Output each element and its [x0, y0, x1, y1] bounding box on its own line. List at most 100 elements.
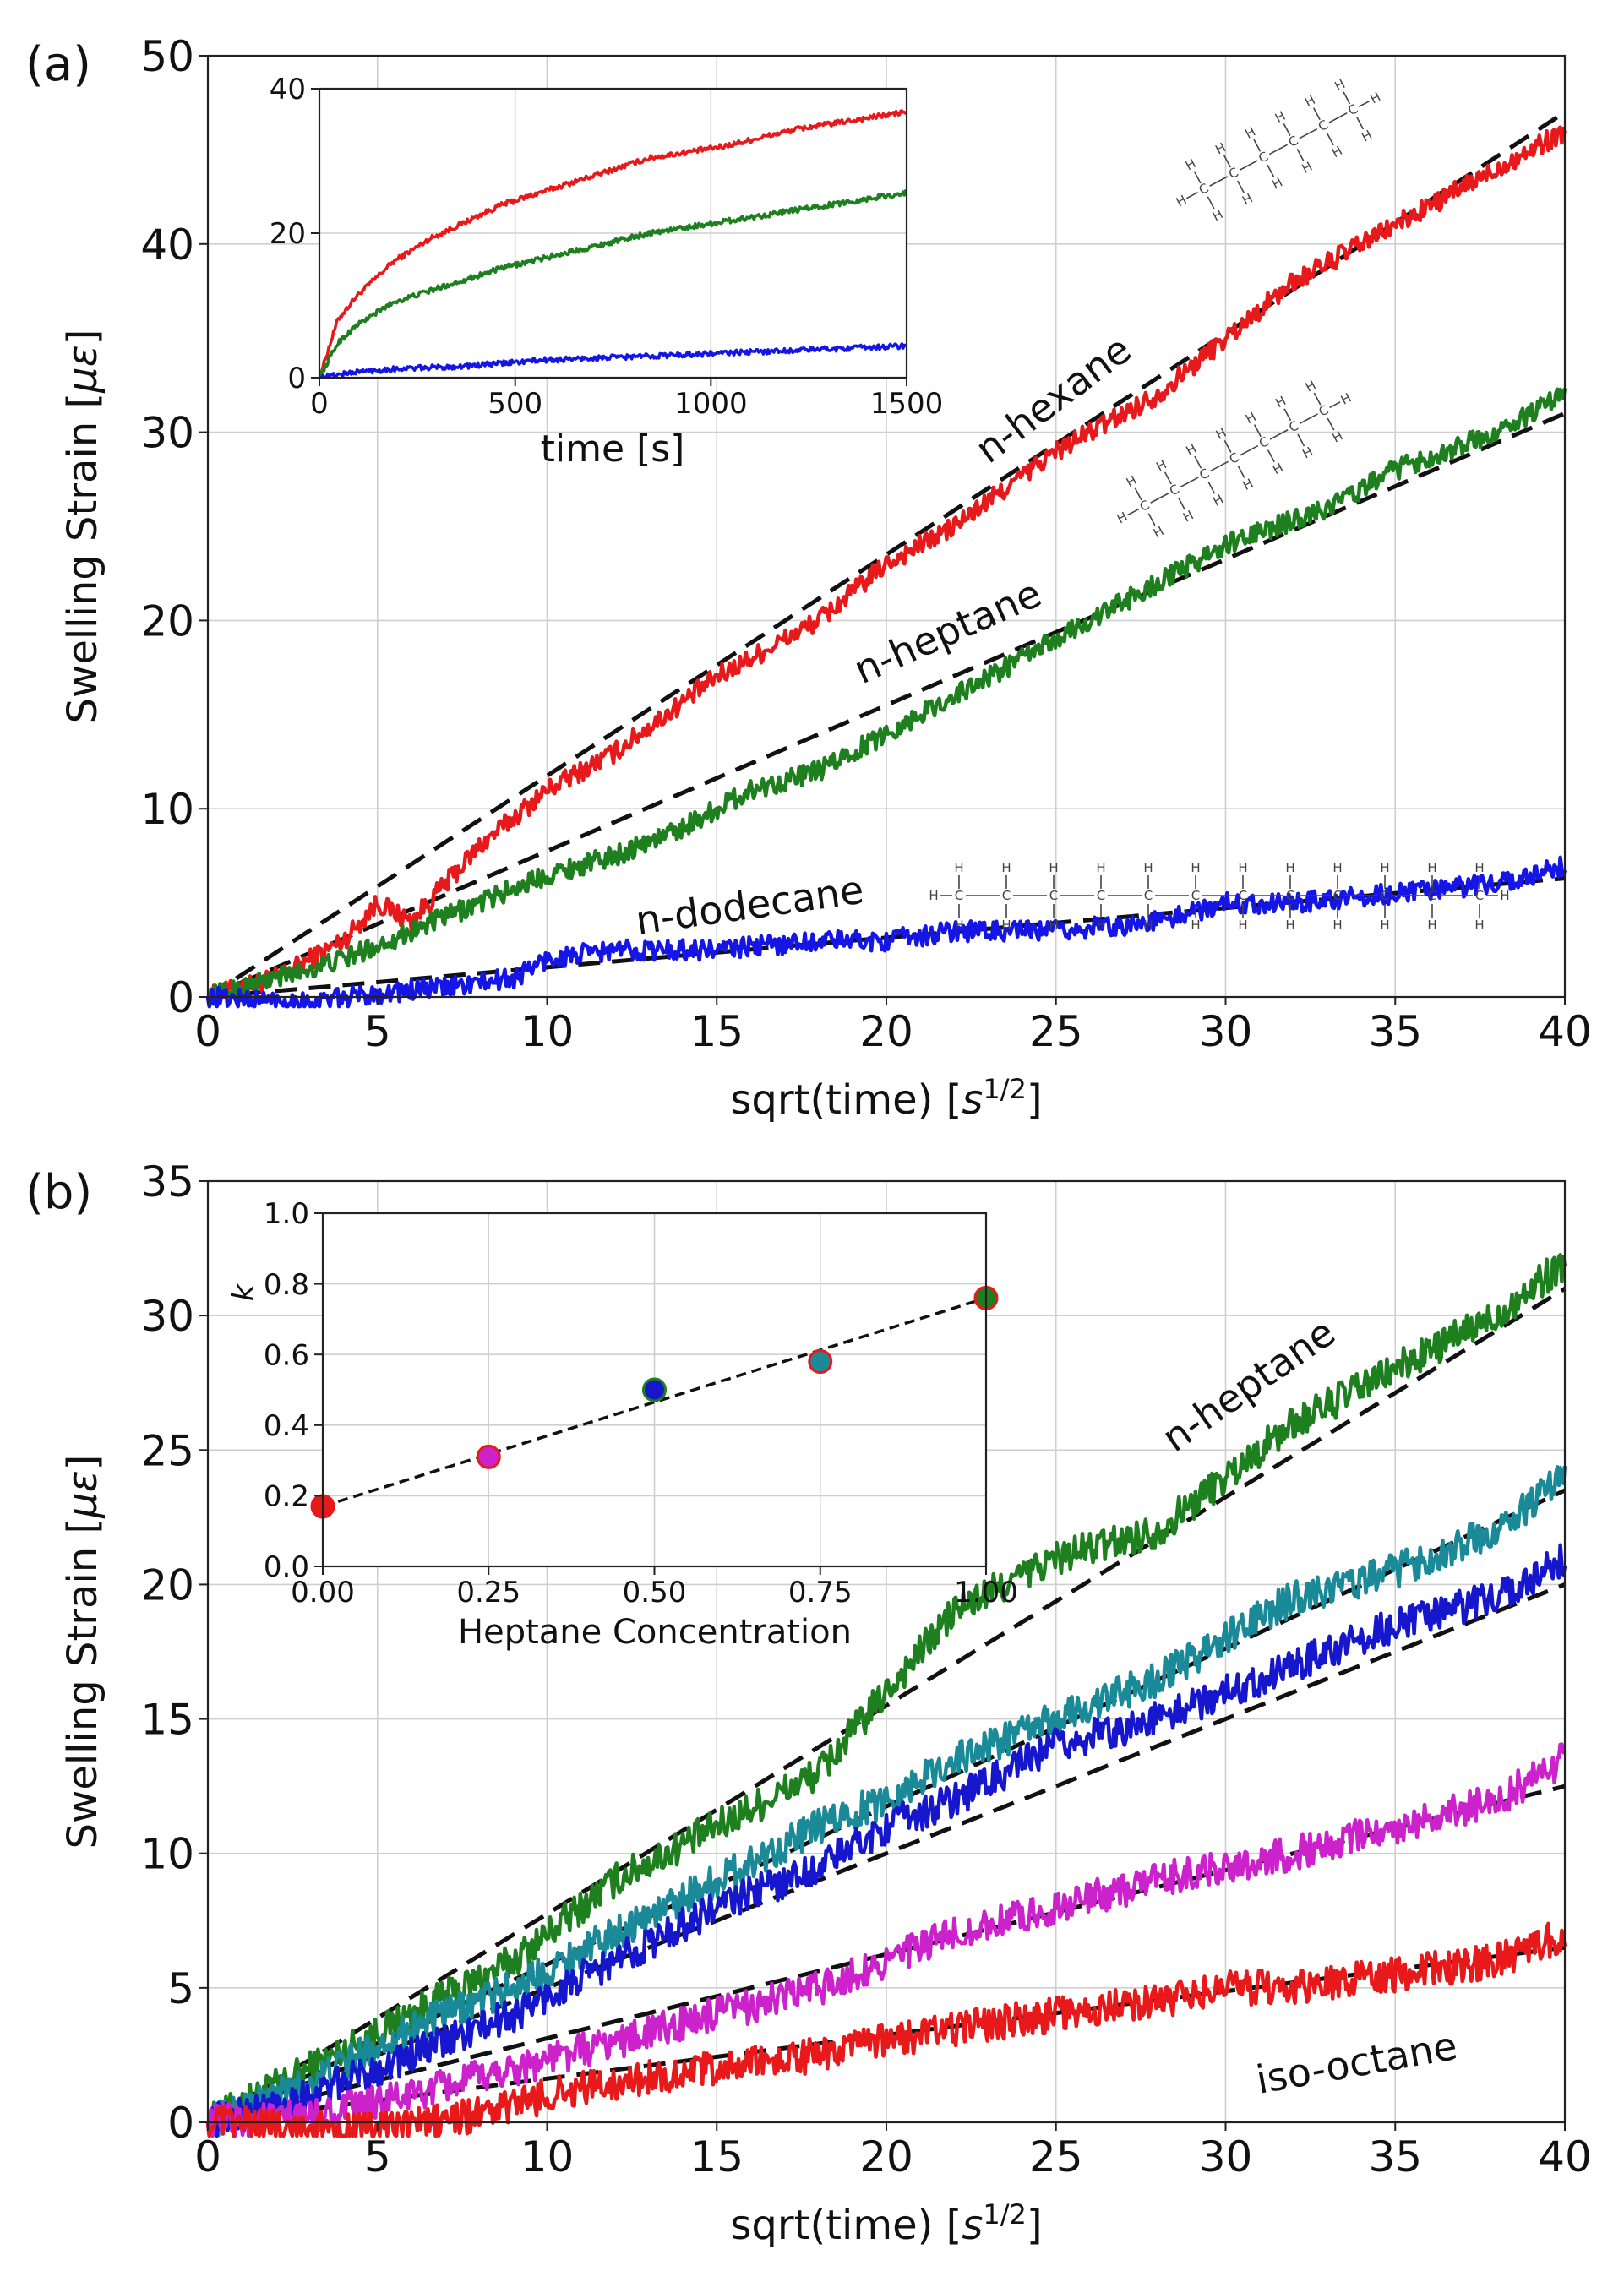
panel-a-y-tick-label: 10 [140, 785, 194, 834]
structure-atom-h: H [1240, 190, 1255, 208]
structure-atom-c: C [1428, 888, 1436, 903]
structure-atom-h: H [1243, 409, 1258, 427]
structure-atom-h: H [1329, 143, 1344, 161]
structure-bond [1207, 196, 1215, 210]
panel-b-inset-point [808, 1349, 833, 1375]
structure-atom-h: H [1213, 425, 1229, 443]
structure-atom-h: H [1303, 377, 1318, 395]
structure-atom-c: C [1196, 466, 1212, 483]
panel-a-inset-x-tick-label: 1500 [870, 387, 944, 421]
structure-atom-h: H [1049, 860, 1058, 875]
structure-atom-h: H [1300, 444, 1315, 461]
structure-atom-h: H [1238, 860, 1247, 875]
structure-bond [1253, 139, 1262, 152]
structure-atom-h: H [1183, 155, 1198, 173]
panel-b-inset-y-tick-label: 0.0 [264, 1550, 309, 1584]
structure-bond [1312, 107, 1321, 121]
structure-atom-c: C [1196, 180, 1212, 198]
structure-atom-h: H [1001, 918, 1011, 933]
panel-b-x-tick-label: 15 [689, 2132, 744, 2181]
panel-b-inset-y-tick-label: 1.0 [264, 1197, 309, 1231]
structure-bond [1283, 408, 1292, 422]
panel-a-inset-y-tick-label: 0 [287, 362, 306, 395]
structure-atom-c: C [1286, 888, 1294, 903]
panel-a-inset-x-axis-label: time [s] [541, 428, 685, 471]
structure-atom-h: H [1427, 918, 1436, 933]
panel-a-x-tick-label: 5 [364, 1007, 391, 1056]
panel-a-inset-ticks: 0 500 1000 1500 0 20 40 [270, 73, 944, 421]
structure-atom-h: H [1273, 393, 1289, 411]
structure-atom-h: H [1049, 918, 1058, 933]
panel-a-inset-series-line [318, 109, 907, 379]
structure-bond [1164, 471, 1172, 485]
structure-atom-h: H [1153, 456, 1169, 474]
panel-b: (b) 0 5 10 15 20 25 30 35 40 0 5 10 15 20 25 30 35 sqrt(… [25, 1157, 1592, 2249]
structure-atom-h: H [1174, 192, 1189, 210]
structure-atom-h: H [1359, 127, 1374, 144]
panel-a-inset-series-line [319, 188, 907, 379]
structure-atom-h: H [1500, 888, 1509, 903]
structure-atom-h: H [1368, 89, 1383, 106]
panel-a-series-line [205, 855, 1567, 1009]
structure-atom-c: C [1137, 497, 1153, 515]
structure-atom-h: H [954, 860, 963, 875]
panel-b-inset-x-tick-label: 0.00 [291, 1576, 355, 1609]
structure-atom-h: H [1272, 108, 1288, 126]
panel-b-series-line [205, 1543, 1567, 2138]
panel-a-label: (a) [25, 37, 91, 92]
panel-a-inset-x-tick-label: 1000 [674, 387, 748, 421]
structure-bond [1253, 424, 1262, 438]
panel-b-inset-point [642, 1377, 667, 1402]
panel-a-y-tick-label: 0 [167, 973, 194, 1022]
structure-atom-h: H [1211, 492, 1226, 509]
panel-a-x-tick-label: 0 [194, 1007, 221, 1056]
structure-bond [1209, 460, 1229, 472]
panel-a-y-tick-label: 20 [140, 596, 194, 645]
structure-atom-c: C [1475, 888, 1484, 903]
panel-a-x-tick-label: 15 [689, 1007, 744, 1056]
panel-a-x-tick-label: 25 [1029, 1007, 1083, 1056]
structure-atom-c: C [1256, 433, 1272, 451]
structure-bond [1185, 191, 1198, 199]
panel-b-inset-y-tick-label: 0.8 [264, 1268, 309, 1302]
structure-bond [1150, 493, 1169, 504]
structure-bond [1356, 117, 1365, 130]
panel-a-inset-x-tick-label: 500 [488, 387, 542, 421]
structure-atom-c: C [1226, 165, 1241, 182]
structure-bond [1358, 100, 1371, 107]
structure-atom-h: H [1243, 124, 1258, 142]
structure-atom-h: H [1302, 92, 1317, 110]
structure-atom-c: C [1316, 402, 1332, 420]
structure-atom-h: H [1151, 523, 1166, 541]
structure-atom-h: H [1124, 472, 1139, 490]
panel-b-series-line [205, 1742, 1566, 2138]
structure-bond [1268, 144, 1288, 155]
panel-b-x-tick-label: 5 [364, 2132, 391, 2181]
structure-atom-h: H [1238, 918, 1247, 933]
structure-atom-h: H [929, 888, 938, 903]
structure-atom-c: C [1167, 482, 1182, 499]
structure-atom-h: H [1143, 860, 1153, 875]
structure-bond [1207, 481, 1216, 494]
panel-b-x-tick-label: 40 [1538, 2132, 1592, 2181]
panel-a: (a) 0 5 10 15 20 25 30 35 40 0 10 20 30 40 50 sqrt(tim… [25, 32, 1592, 1124]
panel-b-inset-fit-line [322, 1296, 987, 1508]
panel-a-x-axis-label: sqrt(time) [s1/2] [730, 1073, 1042, 1124]
panel-b-y-tick-label: 10 [140, 1830, 194, 1879]
structure-atom-c: C [1002, 888, 1011, 903]
structure-atom-c: C [1144, 888, 1153, 903]
panel-a-x-tick-label: 40 [1538, 1007, 1592, 1056]
structure-atom-h: H [1285, 860, 1294, 875]
structure-atom-h: H [1270, 175, 1285, 193]
structure-bond [1313, 392, 1322, 406]
panel-a-y-tick-label: 30 [140, 409, 194, 458]
structure-atom-h: H [1184, 441, 1199, 459]
structure-bond [1147, 513, 1156, 526]
structure-bond [1236, 180, 1245, 193]
structure-atom-h: H [1474, 860, 1484, 875]
structure-atom-h: H [1096, 860, 1105, 875]
panel-b-inset-fit-line-path [322, 1296, 987, 1508]
